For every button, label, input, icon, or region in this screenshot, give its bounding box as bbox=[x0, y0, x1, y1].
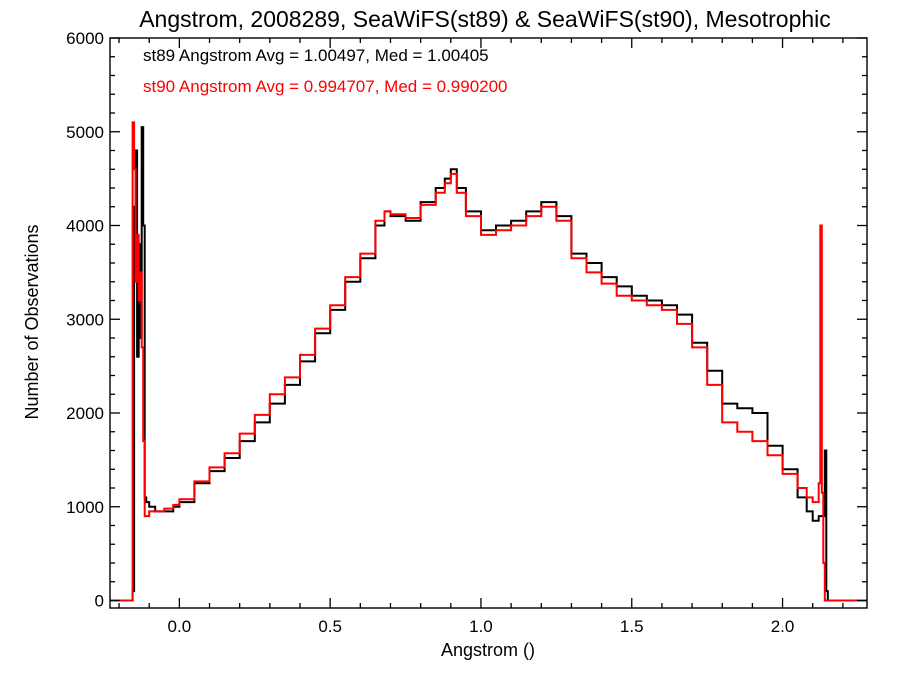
plot-frame bbox=[109, 37, 868, 609]
y-tick-label: 5000 bbox=[66, 123, 104, 142]
x-axis-label: Angstrom () bbox=[441, 640, 535, 660]
y-tick-label: 1000 bbox=[66, 498, 104, 517]
y-tick-label: 4000 bbox=[66, 217, 104, 236]
x-tick-label: 2.0 bbox=[771, 617, 795, 636]
axis-ticks: 0.0 0.5 1.0 1.5 2.0 0 1000 2000 3000 4000 5000 6000 bbox=[66, 29, 867, 636]
series-layer bbox=[110, 121, 867, 602]
x-tick-label: 1.5 bbox=[620, 617, 644, 636]
x-tick-label: 0.0 bbox=[168, 617, 192, 636]
annotation-st89: st89 Angstrom Avg = 1.00497, Med = 1.004… bbox=[143, 46, 489, 65]
series-1-line bbox=[110, 121, 867, 602]
x-tick-label: 0.5 bbox=[318, 617, 342, 636]
y-axis-label: Number of Observations bbox=[22, 224, 42, 419]
series-0-line bbox=[110, 126, 867, 602]
y-tick-label: 2000 bbox=[66, 404, 104, 423]
x-tick-label: 1.0 bbox=[469, 617, 493, 636]
y-tick-label: 3000 bbox=[66, 310, 104, 329]
annotation-st90: st90 Angstrom Avg = 0.994707, Med = 0.99… bbox=[143, 77, 508, 96]
y-tick-label: 0 bbox=[95, 592, 104, 611]
chart-title: Angstrom, 2008289, SeaWiFS(st89) & SeaWi… bbox=[139, 6, 831, 32]
y-tick-label: 6000 bbox=[66, 29, 104, 48]
